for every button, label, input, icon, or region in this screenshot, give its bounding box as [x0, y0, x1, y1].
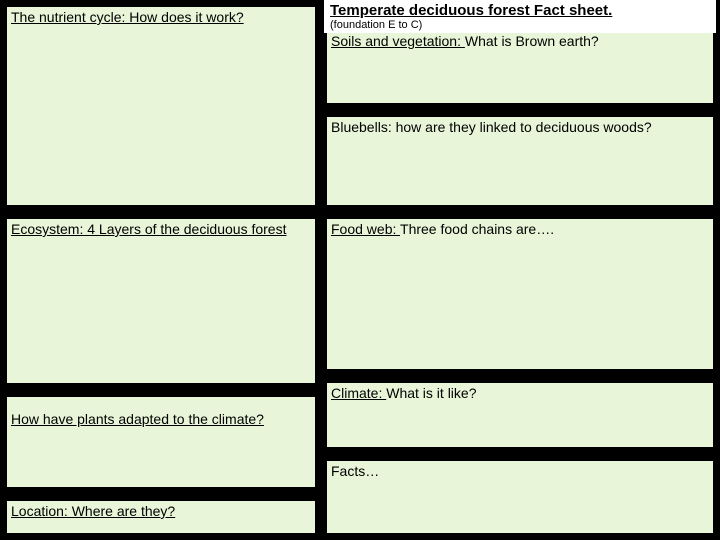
heading-ecosystem: Ecosystem: 4 Layers of the deciduous for…	[7, 219, 290, 239]
box-bluebells: Bluebells: how are they linked to decidu…	[324, 114, 716, 208]
soils-question: What is Brown earth?	[465, 33, 599, 49]
foodweb-label: Food web:	[331, 221, 400, 237]
climate-label: Climate:	[331, 385, 386, 401]
foodweb-question: Three food chains are….	[400, 221, 554, 237]
heading-food-web: Food web: Three food chains are….	[327, 219, 558, 239]
heading-nutrient-cycle: The nutrient cycle: How does it work?	[7, 7, 248, 27]
heading-soils-vegetation: Soils and vegetation: What is Brown eart…	[327, 31, 603, 51]
heading-climate: Climate: What is it like?	[327, 383, 480, 403]
heading-location: Location: Where are they?	[7, 501, 179, 521]
heading-facts: Facts…	[327, 461, 383, 481]
title-box: Temperate deciduous forest Fact sheet. (…	[324, 0, 716, 33]
box-soils-vegetation: Soils and vegetation: What is Brown eart…	[324, 28, 716, 106]
climate-question: What is it like?	[386, 385, 476, 401]
page-title: Temperate deciduous forest Fact sheet.	[330, 2, 710, 19]
box-climate: Climate: What is it like?	[324, 380, 716, 450]
page-subtitle: (foundation E to C)	[330, 19, 710, 31]
box-food-web: Food web: Three food chains are….	[324, 216, 716, 372]
box-plants-adapted: How have plants adapted to the climate?	[4, 394, 318, 490]
box-nutrient-cycle: The nutrient cycle: How does it work?	[4, 4, 318, 208]
box-ecosystem: Ecosystem: 4 Layers of the deciduous for…	[4, 216, 318, 386]
soils-label: Soils and vegetation:	[331, 33, 465, 49]
box-location: Location: Where are they?	[4, 498, 318, 536]
box-facts: Facts…	[324, 458, 716, 536]
heading-plants-adapted: How have plants adapted to the climate?	[7, 409, 268, 429]
heading-bluebells: Bluebells: how are they linked to decidu…	[327, 117, 656, 137]
